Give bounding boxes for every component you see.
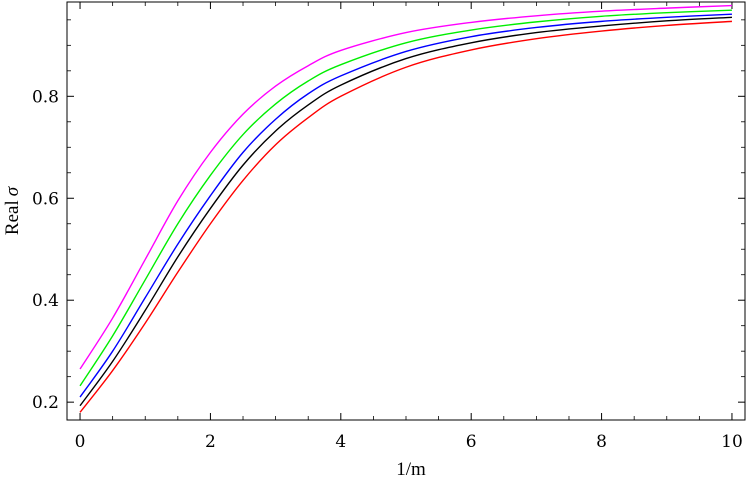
- series-line: [79, 20, 733, 413]
- x-tick-label: 8: [596, 432, 607, 452]
- series-line: [79, 13, 732, 398]
- series-line: [79, 9, 732, 387]
- series-lines: [79, 4, 733, 413]
- x-axis-ticks: 0 2 4 6 8 10: [75, 2, 743, 452]
- x-tick-label: 0: [75, 432, 86, 452]
- x-axis-title: 1/m: [396, 459, 426, 480]
- y-axis-title-symbol: σ: [2, 186, 23, 196]
- y-axis-title: Real σ: [2, 186, 23, 235]
- y-tick-label: 0.2: [32, 393, 59, 413]
- y-axis-title-text: Real: [2, 200, 23, 235]
- x-tick-label: 6: [466, 432, 477, 452]
- y-tick-label: 0.4: [32, 291, 59, 311]
- series-line: [79, 16, 732, 407]
- x-tick-label: 10: [721, 432, 743, 452]
- x-tick-label: 2: [205, 432, 216, 452]
- y-tick-label: 0.8: [32, 87, 59, 107]
- plot-frame: [66, 1, 746, 421]
- y-axis-ticks: 0.2 0.4 0.6 0.8: [32, 19, 745, 413]
- series-line: [79, 4, 732, 370]
- y-tick-label: 0.6: [32, 189, 59, 209]
- x-tick-label: 4: [335, 432, 346, 452]
